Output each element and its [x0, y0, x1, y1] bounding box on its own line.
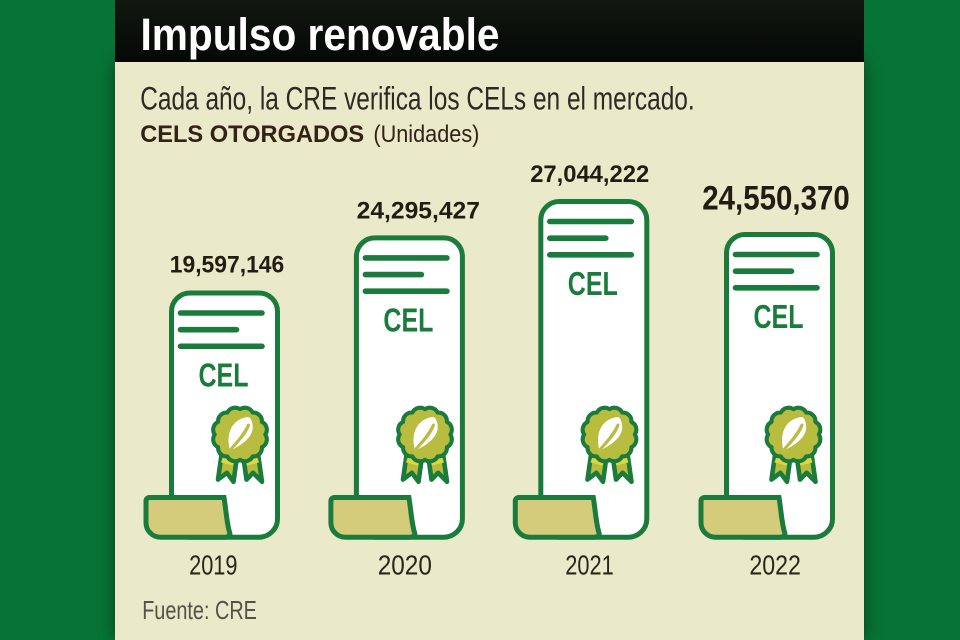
- svg-text:24,550,370: 24,550,370: [702, 180, 850, 218]
- svg-text:(Unidades): (Unidades): [373, 121, 479, 148]
- svg-text:2020: 2020: [378, 549, 432, 580]
- svg-text:2019: 2019: [189, 549, 237, 580]
- svg-text:19,597,146: 19,597,146: [170, 251, 285, 278]
- svg-text:CEL: CEL: [383, 301, 433, 338]
- svg-text:27,044,222: 27,044,222: [530, 161, 649, 188]
- svg-text:CELS OTORGADOS: CELS OTORGADOS: [140, 121, 364, 148]
- svg-text:2021: 2021: [565, 549, 614, 580]
- svg-text:Cada año, la CRE verifica los: Cada año, la CRE verifica los CELs en el…: [140, 80, 695, 116]
- svg-text:24,295,427: 24,295,427: [357, 197, 480, 224]
- svg-text:Fuente: CRE: Fuente: CRE: [142, 595, 257, 625]
- svg-text:CEL: CEL: [199, 357, 249, 394]
- svg-text:CEL: CEL: [568, 265, 618, 302]
- svg-text:2022: 2022: [749, 549, 801, 580]
- svg-text:Impulso renovable: Impulso renovable: [141, 9, 500, 60]
- svg-text:CEL: CEL: [754, 298, 804, 335]
